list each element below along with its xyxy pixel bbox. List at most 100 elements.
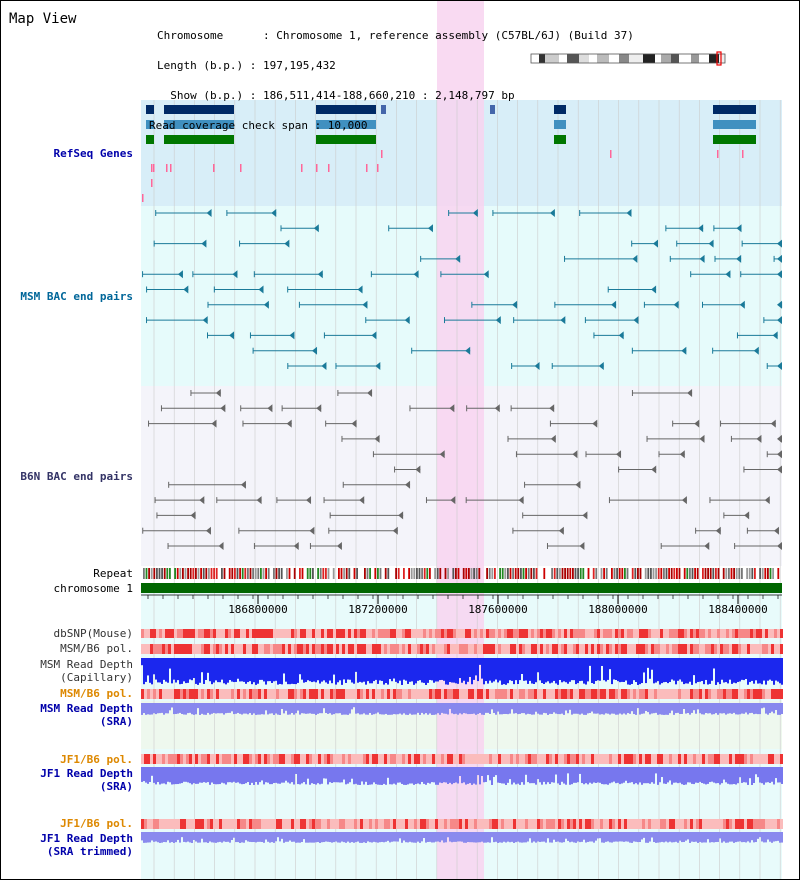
msm-b6-pol-strip [774,644,777,654]
b6n-bac-pair-end [687,389,693,397]
jf1-b6-pol-strip [264,819,267,829]
msm-depth-capillary-bar [241,658,243,682]
track-label-refseq[interactable]: RefSeq Genes [53,147,133,160]
track-label-msm-b6-pol-1[interactable]: MSM/B6 pol. [60,642,133,655]
msm-depth-sra-bar [481,703,483,715]
dbsnp-strip [633,629,636,638]
msm-b6-pol-strip [357,644,360,654]
msm-depth-capillary-bar [273,658,275,682]
track-label-msm-read-depth-capillary[interactable]: MSM Read Depth (Capillary) [40,658,133,684]
repeat-mark [670,568,673,579]
jf1-depth-trimmed-bar [249,832,251,842]
dbsnp-strip [663,629,666,638]
jf1-b6-pol-strip [780,819,783,829]
gene-model [146,120,154,129]
repeat-mark [613,568,616,579]
dbsnp-strip [378,629,381,638]
msm-depth-sra-bar [243,703,245,714]
axis-tick-label: 186800000 [228,603,288,616]
jf1-b6-pol-strip [759,819,762,829]
jf1-b6-pol-strip [234,819,237,829]
repeat-mark [156,568,158,579]
jf1-depth-trimmed-bar [167,832,169,841]
jf1-depth-sra-bar [477,767,479,776]
jf1-b6-pol-strip [681,754,684,764]
jf1-depth-sra-bar [589,767,591,783]
msm-b6-pol-strip [534,689,537,699]
track-label-repeat[interactable]: Repeat [93,567,133,580]
msm-b6-pol-strip [405,644,408,654]
msm-depth-sra-bar [145,703,147,715]
track-label-jf1-read-depth-sra[interactable]: JF1 Read Depth (SRA) [40,767,133,793]
jf1-depth-sra-bar [623,767,625,783]
dbsnp-strip [690,629,693,638]
msm-depth-sra-bar [633,703,635,715]
track-label-jf1-b6-pol-1[interactable]: JF1/B6 pol. [60,753,133,766]
jf1-b6-pol-strip [582,819,585,829]
msm-depth-capillary-bar [623,658,625,683]
dbsnp-strip [474,629,477,638]
dbsnp-strip [144,629,147,638]
repeat-mark [639,568,642,579]
jf1-depth-trimmed-bar [499,832,501,843]
msm-depth-sra-bar [701,703,703,715]
jf1-b6-pol-strip [486,819,489,829]
track-label-msm-bac[interactable]: MSM BAC end pairs [20,290,133,303]
dbsnp-strip [540,629,543,638]
msm-depth-capillary-bar [497,658,499,683]
jf1-depth-sra-bar [387,767,389,778]
msm-depth-sra-bar [159,703,161,714]
msm-depth-sra-bar [315,703,317,715]
dbsnp-strip [456,629,459,638]
repeat-mark [652,568,655,579]
track-label-dbsnp[interactable]: dbSNP(Mouse) [53,627,133,640]
track-label-b6n-bac[interactable]: B6N BAC end pairs [20,470,133,483]
msm-b6-pol-strip [399,644,402,654]
msm-depth-sra-bar [519,703,521,714]
msm-b6-pol-strip [507,689,510,699]
jf1-depth-trimmed-bar [355,832,357,843]
jf1-b6-pol-strip [198,819,201,829]
repeat-mark [634,568,637,579]
track-label-msm-b6-pol-2[interactable]: MSM/B6 pol. [60,687,133,700]
track-label-jf1-b6-pol-2[interactable]: JF1/B6 pol. [60,817,133,830]
repeat-mark [592,568,595,579]
msm-depth-sra-bar [571,703,573,715]
msm-b6-pol-strip [540,689,543,699]
msm-b6-pol-strip [417,644,420,654]
repeat-mark [275,568,278,579]
msm-b6-pol-strip [720,644,723,654]
jf1-depth-trimmed-bar [771,832,773,843]
msm-depth-capillary-bar [411,658,413,682]
dbsnp-strip [195,629,198,638]
msm-b6-pol-strip [708,689,711,699]
msm-depth-capillary-bar [417,658,419,681]
jf1-b6-pol-strip [714,754,717,764]
msm-bac-pair-end [413,270,419,279]
jf1-b6-pol-strip [147,754,150,764]
jf1-b6-pol-strip [549,754,552,764]
msm-depth-capillary-bar [491,658,493,683]
b6n-bac-pair-end [336,542,342,550]
msm-b6-pol-strip [423,689,426,699]
msm-b6-pol-strip [609,644,612,654]
track-label-msm-read-depth-sra[interactable]: MSM Read Depth (SRA) [40,702,133,728]
msm-depth-sra-bar [761,703,763,709]
msm-depth-sra-bar [379,703,381,715]
msm-depth-capillary-bar [307,658,309,681]
msm-bac-pair-end [263,300,269,309]
jf1-b6-pol-strip [378,754,381,764]
msm-depth-sra-bar [189,703,191,713]
msm-depth-sra-bar [289,703,291,715]
msm-depth-sra-bar [169,703,171,711]
msm-depth-sra-bar [771,703,773,712]
msm-depth-sra-bar [655,703,657,713]
msm-depth-capillary-bar [561,658,563,683]
jf1-depth-sra-bar [371,767,373,785]
msm-depth-capillary-bar [611,658,613,685]
track-label-jf1-read-depth-trimmed[interactable]: JF1 Read Depth (SRA trimmed) [40,832,133,858]
jf1-b6-pol-strip [669,819,672,829]
ideogram-band [559,54,567,63]
jf1-b6-pol-strip [222,819,225,829]
